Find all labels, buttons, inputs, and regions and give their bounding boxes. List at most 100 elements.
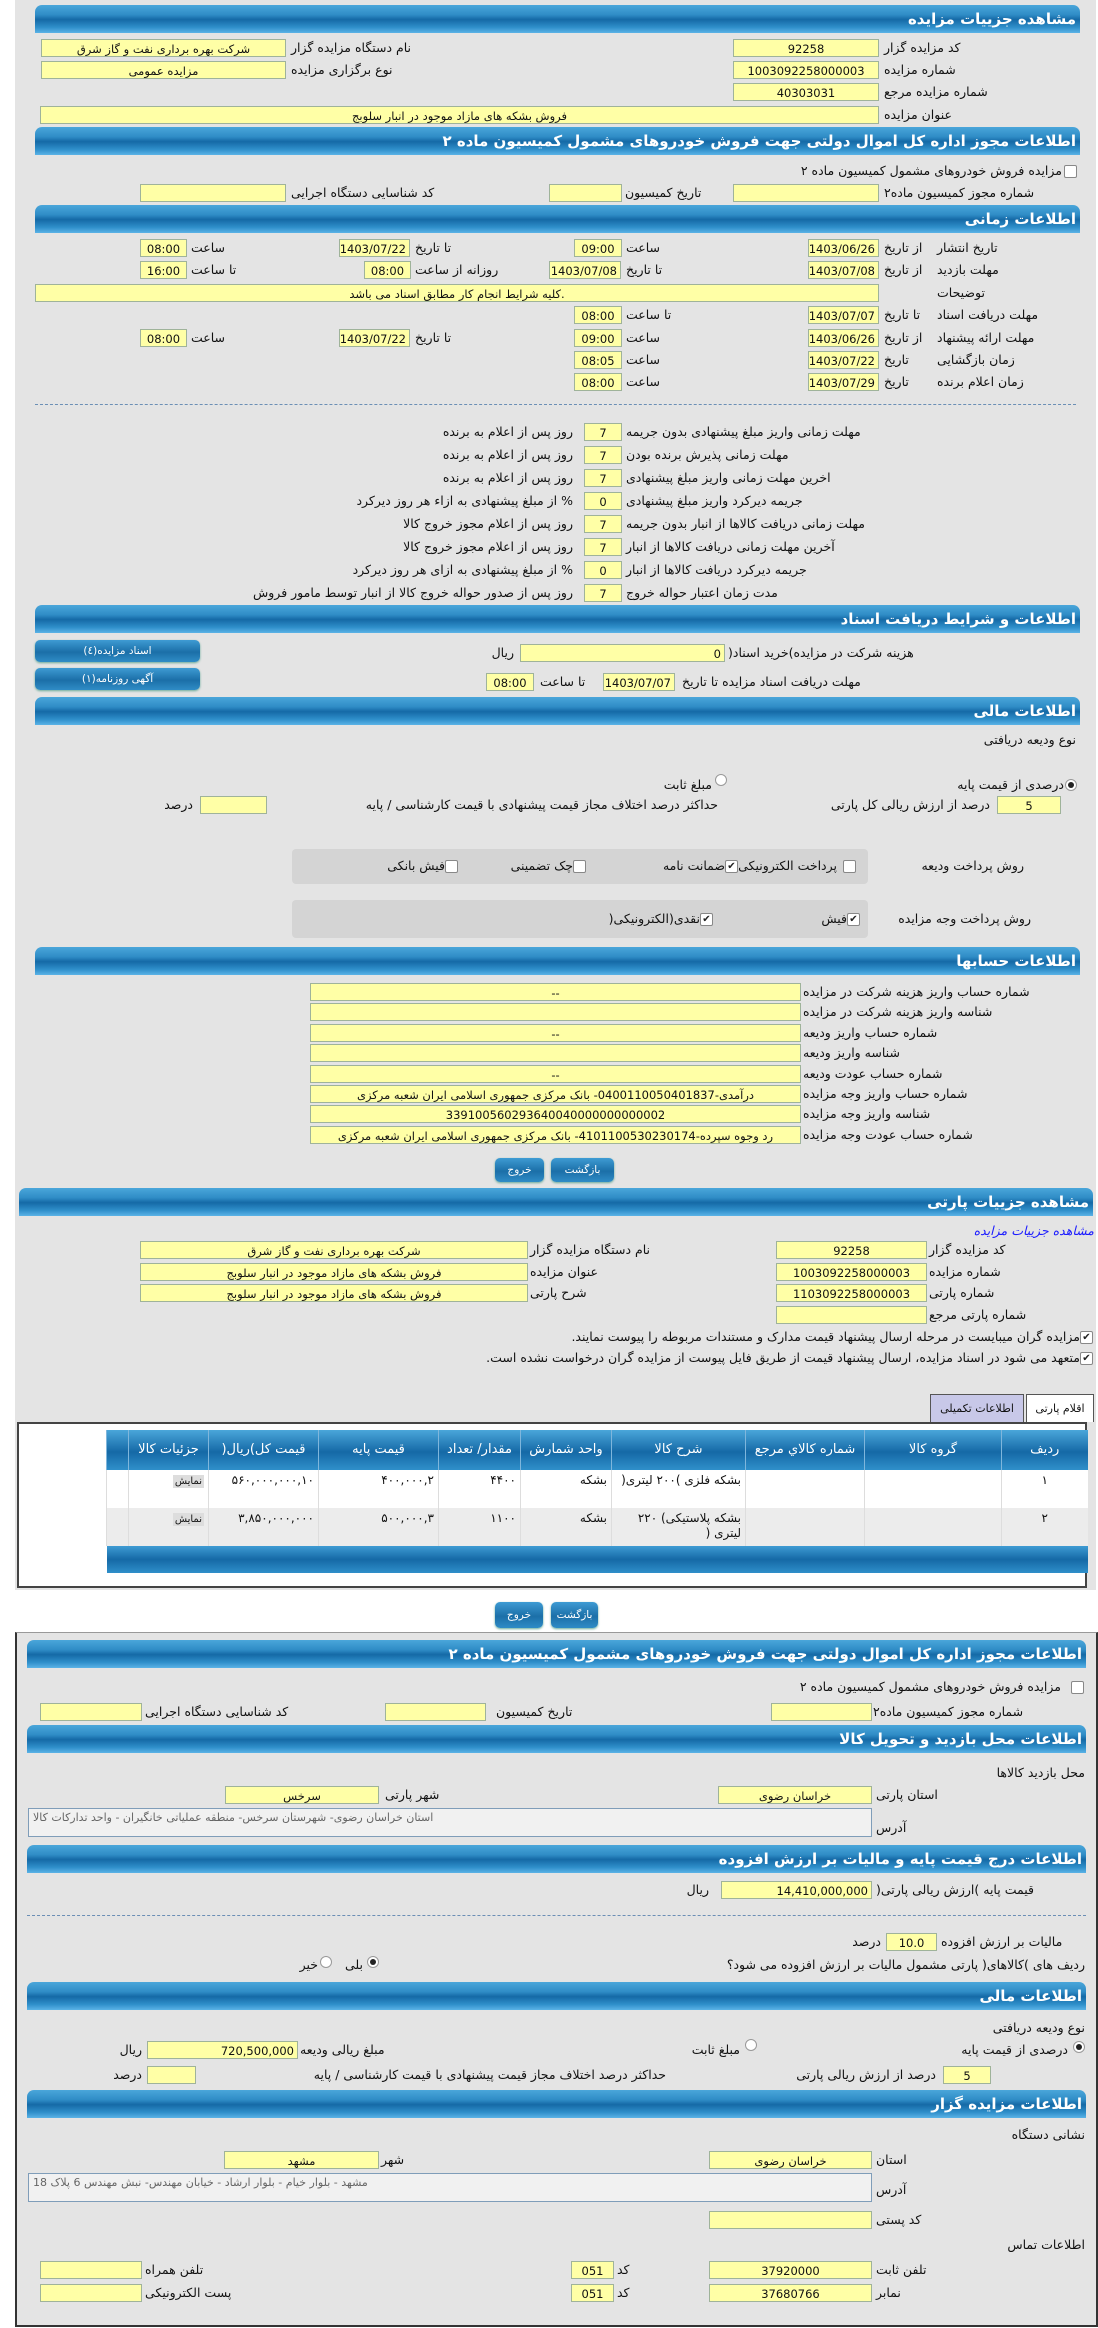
finance2-amount-field[interactable]: 720,500,000 xyxy=(147,2041,298,2059)
accounts-rows-4-value-field[interactable]: -- xyxy=(310,1065,801,1083)
finance2-max-diff-field[interactable] xyxy=(147,2066,196,2084)
organizer-email-field[interactable] xyxy=(40,2284,142,2302)
checkbox[interactable] xyxy=(573,860,586,873)
back-button[interactable]: بازگشت xyxy=(551,1602,598,1628)
timing-offer-to-field[interactable]: 1403/07/22 xyxy=(339,329,410,347)
rules-5-value-field[interactable]: 7 xyxy=(584,538,622,556)
timing-pub-to-time-field[interactable]: 08:00 xyxy=(140,239,187,257)
finance-percent-field[interactable]: 5 xyxy=(997,796,1061,814)
timing-pub-to-field[interactable]: 1403/07/22 xyxy=(339,239,410,257)
checkbox[interactable]: ✔ xyxy=(1080,1352,1093,1365)
back-button[interactable]: بازگشت xyxy=(551,1158,614,1182)
accounts-rows-3-value-field[interactable] xyxy=(310,1044,801,1062)
docs-deadline-field[interactable]: 1403/07/07 xyxy=(603,673,675,691)
timing-offer-from-field[interactable]: 1403/06/26 xyxy=(808,329,879,347)
checkbox[interactable] xyxy=(1071,1681,1084,1694)
timing-winner-time-field[interactable]: 08:00 xyxy=(574,373,622,391)
accounts-rows-1-value-field[interactable] xyxy=(310,1003,801,1021)
checkbox[interactable] xyxy=(843,860,856,873)
radio-button[interactable] xyxy=(715,774,727,786)
timing-visit-to-field[interactable]: 1403/07/08 xyxy=(549,261,621,279)
permit-exec-field[interactable] xyxy=(40,1703,142,1721)
tab-extra-info[interactable]: اطلاعات تکمیلی xyxy=(930,1394,1024,1422)
checkbox[interactable]: ✔ xyxy=(725,860,738,873)
checkbox[interactable]: ✔ xyxy=(847,913,860,926)
party-party-no-field[interactable]: 1103092258000003 xyxy=(776,1284,927,1302)
timing-winner-date-field[interactable]: 1403/07/29 xyxy=(808,373,879,391)
exit-button[interactable]: خروج xyxy=(495,1158,544,1182)
rules-6-value-field[interactable]: 0 xyxy=(584,561,622,579)
accounts-rows-5-value-field[interactable]: درآمدی-0400110050401837- بانک مرکزی جمهو… xyxy=(310,1085,801,1103)
timing-visit-daily-to-field[interactable]: 16:00 xyxy=(140,261,187,279)
auction-documents-button[interactable]: اسناد مزایده(٤) xyxy=(35,640,200,662)
show-details-button[interactable]: نمایش xyxy=(172,1475,204,1488)
auction-org-field[interactable]: شرکت بهره برداری نفت و گاز شرق xyxy=(41,39,286,57)
radio-button[interactable] xyxy=(1073,2041,1085,2053)
checkbox[interactable]: ✔ xyxy=(700,913,713,926)
organizer-city-field[interactable]: مشهد xyxy=(224,2151,379,2169)
rules-4-value-field[interactable]: 7 xyxy=(584,515,622,533)
checkbox[interactable] xyxy=(1064,165,1077,178)
rules-1-value-field[interactable]: 7 xyxy=(584,446,622,464)
finance2-percent-field[interactable]: 5 xyxy=(943,2066,991,2084)
organizer-fax-field[interactable]: 37680766 xyxy=(709,2284,872,2302)
organizer-address-textarea[interactable]: مشهد - بلوار خیام - بلوار ارشاد - خیابان… xyxy=(28,2173,872,2202)
permit-no-field[interactable] xyxy=(771,1703,872,1721)
organizer-fax-code-field[interactable]: 051 xyxy=(571,2284,614,2302)
rules-7-value-field[interactable]: 7 xyxy=(584,584,622,602)
price-base-field[interactable]: 14,410,000,000 xyxy=(721,1881,872,1899)
visit-province-field[interactable]: خراسان رضوی xyxy=(718,1786,872,1804)
exit-button[interactable]: خروج xyxy=(495,1602,543,1628)
timing-docs-to-time-field[interactable]: 08:00 xyxy=(574,306,622,324)
permit-no-field[interactable] xyxy=(733,184,879,202)
accounts-rows-7-value-field[interactable]: رد وجوه سپرده-4101100530230174- بانک مرک… xyxy=(310,1126,801,1144)
radio-button[interactable] xyxy=(1065,779,1077,791)
auction-type-field[interactable]: مزایده عمومی xyxy=(41,61,286,79)
party-desc-field[interactable]: فروش بشکه های مازاد موجود در انبار سلوبج xyxy=(140,1284,528,1302)
organizer-mobile-field[interactable] xyxy=(40,2261,142,2279)
checkbox[interactable]: ✔ xyxy=(1080,1331,1093,1344)
accounts-rows-2-value-field[interactable]: -- xyxy=(310,1024,801,1042)
timing-offer-to-time-field[interactable]: 08:00 xyxy=(140,329,187,347)
organizer-province-field[interactable]: خراسان رضوی xyxy=(709,2151,872,2169)
organizer-phone-field[interactable]: 37920000 xyxy=(709,2261,872,2279)
radio-button[interactable] xyxy=(320,1956,332,1968)
accounts-rows-6-value-field[interactable]: 339100560293640040000000000002 xyxy=(310,1105,801,1123)
accounts-rows-0-value-field[interactable]: -- xyxy=(310,983,801,1001)
organizer-postal-field[interactable] xyxy=(709,2211,872,2229)
auction-ref-field[interactable]: 40303031 xyxy=(733,83,879,101)
timing-visit-daily-from-field[interactable]: 08:00 xyxy=(364,261,411,279)
tab-party-items[interactable]: اقلام پارتی xyxy=(1026,1394,1094,1422)
docs-deadline-time-field[interactable]: 08:00 xyxy=(486,673,534,691)
party-party-ref-field[interactable] xyxy=(776,1306,927,1324)
visit-city-field[interactable]: سرخس xyxy=(225,1786,379,1804)
newspaper-ad-button[interactable]: آگهی روزنامه(١) xyxy=(35,668,200,690)
organizer-phone-code-field[interactable]: 051 xyxy=(571,2261,614,2279)
auction-code-field[interactable]: 92258 xyxy=(733,39,879,57)
party-code-field[interactable]: 92258 xyxy=(776,1241,927,1259)
finance-max-diff-field[interactable] xyxy=(200,796,267,814)
docs-fee-field[interactable]: 0 xyxy=(520,644,725,662)
party-org-field[interactable]: شرکت بهره برداری نفت و گاز شرق xyxy=(140,1241,528,1259)
timing-pub-from-field[interactable]: 1403/06/26 xyxy=(808,239,879,257)
timing-open-date-field[interactable]: 1403/07/22 xyxy=(808,351,879,369)
auction-subject-field[interactable]: فروش بشکه های مازاد موجود در انبار سلوبج xyxy=(40,106,879,124)
rules-2-value-field[interactable]: 7 xyxy=(584,469,622,487)
permit-exec-field[interactable] xyxy=(140,184,286,202)
show-details-button[interactable]: نمایش xyxy=(172,1513,204,1526)
timing-notes-value-field[interactable]: .کلیه شرایط انجام کار مطابق اسناد می باش… xyxy=(35,284,879,302)
rules-3-value-field[interactable]: 0 xyxy=(584,492,622,510)
party-link[interactable]: مشاهده جزییات مزایده xyxy=(973,1223,1094,1238)
party-subject-field[interactable]: فروش بشکه های مازاد موجود در انبار سلوبج xyxy=(140,1263,528,1281)
timing-pub-from-time-field[interactable]: 09:00 xyxy=(574,239,622,257)
radio-button[interactable] xyxy=(745,2039,757,2051)
price-vat-field[interactable]: 10.0 xyxy=(886,1933,937,1951)
permit-date-field[interactable] xyxy=(549,184,622,202)
visit-address-textarea[interactable]: استان خراسان رضوی- شهرستان سرخس- منطقه ع… xyxy=(28,1808,872,1837)
timing-visit-from-field[interactable]: 1403/07/08 xyxy=(808,261,879,279)
auction-number-field[interactable]: 1003092258000003 xyxy=(733,61,879,79)
radio-button[interactable] xyxy=(367,1956,379,1968)
checkbox[interactable] xyxy=(445,860,458,873)
rules-0-value-field[interactable]: 7 xyxy=(584,423,622,441)
party-number-field[interactable]: 1003092258000003 xyxy=(776,1263,927,1281)
